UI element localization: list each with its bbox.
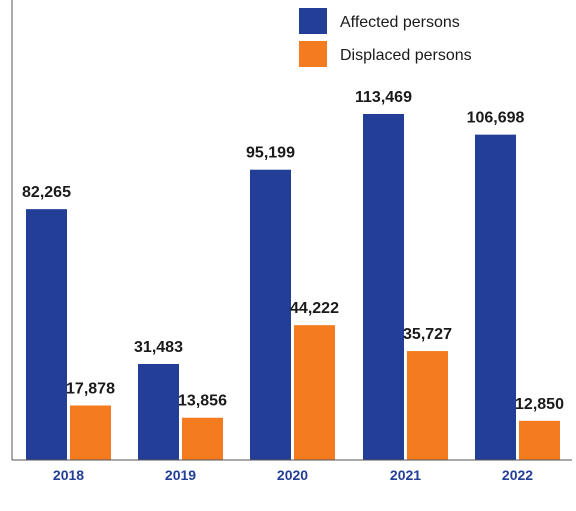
x-tick-label-2022: 2022 (502, 467, 533, 483)
value-label-affected-2021: 113,469 (355, 89, 412, 106)
legend-swatch-affected (299, 8, 327, 34)
bar-displaced-2022 (519, 420, 560, 460)
axes-group (11, 0, 572, 461)
value-labels-group: 82,265 17,878 31,483 13,856 95,199 44,222 113,… (22, 89, 564, 413)
value-label-displaced-2020: 44,222 (290, 300, 339, 317)
bar-displaced-2018 (70, 405, 111, 460)
bar-affected-2021 (363, 114, 404, 460)
value-label-affected-2022: 106,698 (467, 110, 525, 127)
x-tick-label-2021: 2021 (390, 467, 421, 483)
x-tick-label-2020: 2020 (277, 467, 308, 483)
legend-label-displaced: Displaced persons (340, 47, 472, 64)
legend-swatch-displaced (299, 41, 327, 67)
value-label-affected-2018: 82,265 (22, 184, 71, 201)
value-label-affected-2019: 31,483 (134, 339, 183, 356)
bar-displaced-2019 (182, 417, 223, 460)
value-label-affected-2020: 95,199 (246, 145, 295, 162)
bar-affected-2019 (138, 363, 179, 460)
bar-affected-2018 (26, 209, 67, 460)
value-label-displaced-2018: 17,878 (66, 380, 115, 397)
value-label-displaced-2021: 35,727 (403, 326, 452, 343)
legend: Affected persons Displaced persons (299, 8, 472, 67)
bars-group (26, 114, 560, 461)
value-label-displaced-2022: 12,850 (515, 396, 564, 413)
bar-displaced-2021 (407, 351, 448, 460)
x-tick-label-2018: 2018 (53, 467, 84, 483)
x-tick-label-2019: 2019 (165, 467, 196, 483)
bar-affected-2020 (250, 169, 291, 460)
legend-label-affected: Affected persons (340, 14, 460, 31)
value-label-displaced-2019: 13,856 (178, 393, 227, 410)
bar-affected-2022 (475, 134, 516, 461)
x-tick-labels-group: 2018 2019 2020 2021 2022 (53, 467, 533, 483)
bar-displaced-2020 (294, 325, 335, 460)
